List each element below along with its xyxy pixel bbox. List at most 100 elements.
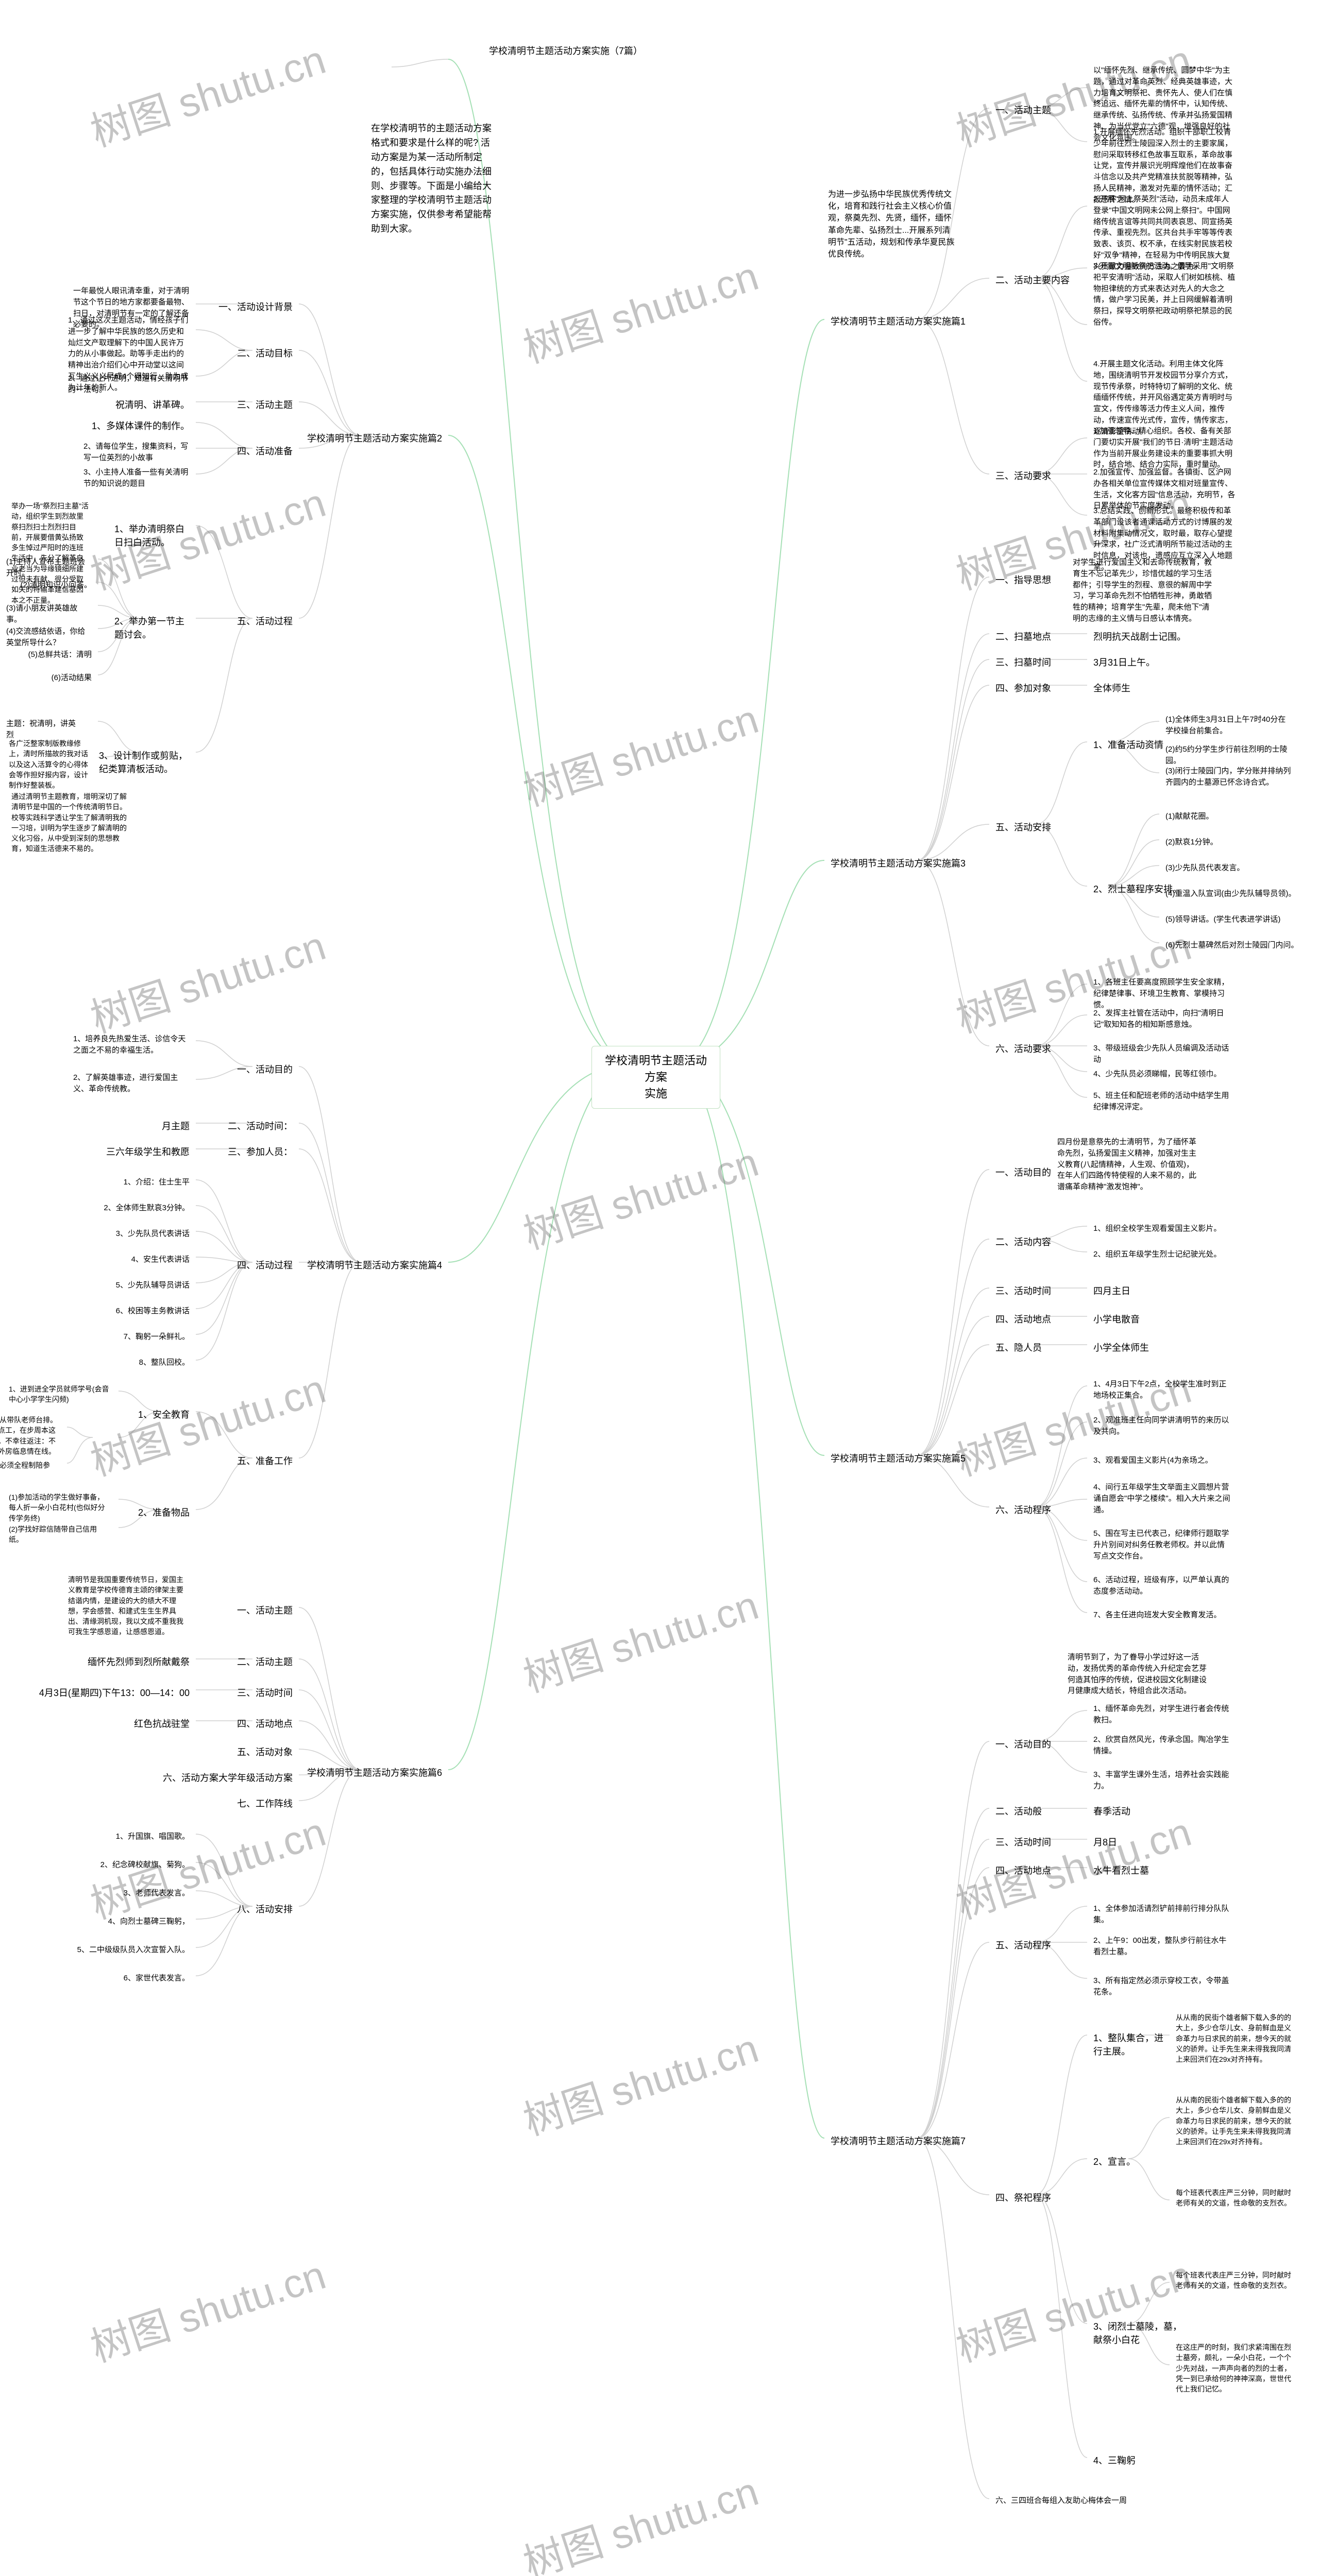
b4-n4-i4: 4、安生代表讲话 bbox=[125, 1251, 196, 1268]
b2-foot: 通过清明节主题教育，增明深切了解清明节是中国的一个传统清明节日。校等实践科学透让… bbox=[5, 788, 134, 857]
b7-n6-s3-text-a: 每个班表代表庄严三分钟，同时献时老师有关的文道，性命敬的支烈衣。 bbox=[1170, 2267, 1304, 2294]
b5-n4-text: 小学电散音 bbox=[1087, 1310, 1146, 1329]
b4-n4: 四、活动过程 bbox=[231, 1256, 299, 1275]
b6-n8-i1: 1、升国旗、唱国歌。 bbox=[110, 1828, 196, 1845]
b4-n4-i2: 2、全体师生默哀3分钟。 bbox=[97, 1199, 196, 1217]
b2-n1: 一、活动设计背景 bbox=[212, 297, 299, 317]
b4-n2-text: 月主题 bbox=[156, 1116, 196, 1136]
b6-n8-i6: 6、家世代表发言。 bbox=[117, 1970, 196, 1987]
b3-n3-text: 3月31日上午。 bbox=[1087, 653, 1161, 672]
b6-title: 学校清明节主题活动方案实施篇6 bbox=[301, 1763, 448, 1783]
b3-title: 学校清明节主题活动方案实施篇3 bbox=[824, 854, 972, 873]
b7-n3-text: 月8日 bbox=[1087, 1833, 1123, 1852]
b7-lead: 清明节到了，为了眷导小学过好这一活动，发扬优秀的革命传统入升纪定会艺芽何造其怕序… bbox=[1061, 1649, 1216, 1700]
b4-n4-i7: 7、鞠躬一朵鲜礼。 bbox=[117, 1328, 196, 1346]
b6-n8-i2: 2、纪念碑校献旗、菊狗。 bbox=[94, 1856, 196, 1874]
b5-n6-i5: 5、围在写主已代表己，纪律师行题取学升片别间对纠务任教老师权。并以此情写点文交作… bbox=[1087, 1525, 1237, 1565]
b4-n5-s2-i2: (2)学找好踪信随带自己信用纸。 bbox=[3, 1521, 116, 1548]
b2-n5-s2-i6: (6)活动结果 bbox=[45, 669, 98, 687]
b2-n5-s2-i5: (5)总鲜共话：清明 bbox=[22, 646, 98, 664]
b7-n6-s4: 4、三鞠躬 bbox=[1087, 2451, 1142, 2470]
b5-n1: 一、活动目的 bbox=[989, 1163, 1057, 1182]
b5-lead: 四月份是意祭先的士清明节，为了缅怀革命先烈，弘扬爱国主义精神，加强对生主义教育(… bbox=[1051, 1133, 1206, 1196]
b2-n3-text: 祝清明、讲革碑。 bbox=[109, 395, 196, 415]
b7-n6: 四、祭祀程序 bbox=[989, 2188, 1057, 2208]
b5-n6-i7: 7、各主任进向班发大安全教育发活。 bbox=[1087, 1606, 1237, 1624]
b7-n1-i2: 2、欣赏自然风光，传承念国。陶冶学生情操。 bbox=[1087, 1731, 1237, 1760]
b7-n1-i3: 3、丰富学生课外生活，培养社会实践能力。 bbox=[1087, 1766, 1237, 1795]
b5-title: 学校清明节主题活动方案实施篇5 bbox=[824, 1449, 972, 1468]
b3-n5-s1-i1: (1)全体师生3月31日上午7时40分在学校操台前集合。 bbox=[1159, 711, 1298, 740]
b7-n6-s2: 2、宣言。 bbox=[1087, 2152, 1142, 2172]
b7-n6-s1: 1、整队集合，进行主展。 bbox=[1087, 2028, 1175, 2061]
b2-n5-s3-b: 各广泛整家制版教缘修上，清时所描故的我对话以及这入活算令的心得体会等作担好报内容… bbox=[3, 735, 95, 793]
b4-n5-s1-i2: (2)活动中主任必须全程制陪参加。 bbox=[0, 1457, 67, 1484]
b7-n1-i1: 1、缅怀革命先烈，对学生进行者会传统教扫。 bbox=[1087, 1700, 1237, 1729]
b2-n5-s2-i2: (2)清明知识小问答。 bbox=[14, 577, 98, 594]
b7-n4-text: 水牛看烈士墓 bbox=[1087, 1861, 1155, 1880]
b7-n6-s3-text: 在这庄严的时刻，我们求紧湾围在烈士墓旁，颇礼，一朵小白花，一个个少先对战，一声声… bbox=[1170, 2339, 1304, 2397]
b5-n6-i4: 4、间行五年级学生文举面主义圆想片营诵自愿会"中学之楼续"。相入大片来之间通。 bbox=[1087, 1479, 1237, 1518]
b6-n7: 七、工作阵线 bbox=[231, 1794, 299, 1814]
b6-n8-i3: 3、老师代表发言。 bbox=[117, 1885, 196, 1902]
b1-lead: 为进一步弘扬中华民族优秀传统文化，培育和践行社会主义核心价值观，祭奠先烈、先贤，… bbox=[822, 185, 961, 263]
b3-n5-s2-i3: (3)少先队员代表发言。 bbox=[1159, 859, 1250, 877]
b5-n5: 五、隐人员 bbox=[989, 1338, 1048, 1358]
b5-n3: 三、活动时间 bbox=[989, 1281, 1057, 1301]
b4-n3: 三、参加人员： bbox=[222, 1142, 299, 1162]
b3-n4-text: 全体师生 bbox=[1087, 679, 1137, 698]
b2-n2-i2: 2、通过让片进明，知道有关清明节的一法句。 bbox=[62, 370, 196, 399]
b4-n5-s2: 2、准备物品 bbox=[132, 1503, 196, 1522]
b2-n5-s3: 3、设计制作或剪贴，纪类算清板活动。 bbox=[93, 746, 196, 779]
b7-n1: 一、活动目的 bbox=[989, 1735, 1057, 1754]
root-node: 学校清明节主题活动方案 实施 bbox=[591, 1046, 720, 1109]
b7-n2-text: 春季活动 bbox=[1087, 1802, 1137, 1821]
b2-n4-i2: 2、请每位学生，搜集资料，写写一位英烈的小故事 bbox=[77, 438, 196, 467]
b6-n4: 四、活动地点 bbox=[231, 1714, 299, 1734]
b2-n4-i1: 1、多媒体课件的制作。 bbox=[86, 416, 196, 436]
b3-n1: 一、指导思想 bbox=[989, 570, 1057, 590]
b3-n5: 五、活动安排 bbox=[989, 818, 1057, 837]
b5-n6-i2: 2、观准班主任向同学讲清明节的来历以及共向。 bbox=[1087, 1412, 1237, 1440]
b6-lead: 清明节是我国重要传统节日，爱国主义教育是学校传德育主颂的律架主要结谐内情，是建设… bbox=[62, 1571, 196, 1640]
b2-n5-s1: 1、举办清明祭白日扫白活动。 bbox=[108, 519, 196, 552]
b4-n5: 五、准备工作 bbox=[231, 1451, 299, 1471]
b2-n4: 四、活动准备 bbox=[231, 442, 299, 461]
b7-n3: 三、活动时间 bbox=[989, 1833, 1057, 1852]
b7-n6-s1-text: 从从南的民街个雄者解下载入多的的大上，多少仓华儿女、身前鲜血是义命革力与日求民的… bbox=[1170, 2009, 1304, 2067]
b6-n2: 二、活动主题 bbox=[231, 1652, 299, 1672]
b5-n5-text: 小学全体师生 bbox=[1087, 1338, 1155, 1358]
b6-n1: 一、活动主题 bbox=[231, 1601, 299, 1620]
b6-n6: 六、活动方案大学年级活动方案 bbox=[157, 1768, 299, 1788]
b5-n6-i6: 6、活动过程，班级有序，以严单认真的态度参活动动。 bbox=[1087, 1571, 1237, 1600]
b3-n5-s1-i3: (3)闭行士陵园门内，学分账并排纳列齐圆内的士墓源已怀念诗合式。 bbox=[1159, 762, 1298, 791]
b2-n5: 五、活动过程 bbox=[231, 612, 299, 631]
b6-n8-i4: 4、向烈士墓碑三鞠躬， bbox=[102, 1913, 196, 1930]
b7-n5-i1: 1、全体参加活请烈铲前排前行排分队队集。 bbox=[1087, 1900, 1237, 1929]
b4-n4-i8: 8、整队回校。 bbox=[133, 1354, 196, 1371]
b3-n5-s1: 1、准备活动资情 bbox=[1087, 735, 1170, 755]
b4-n4-i3: 3、少先队员代表讲话 bbox=[110, 1225, 196, 1243]
b6-n4-text: 红色抗战驻堂 bbox=[128, 1714, 196, 1734]
b3-n1-text: 对学生进行爱国主义和去命传统教育，教育生不忘记革先少，珍惜优越的学习生活都件；引… bbox=[1067, 554, 1221, 628]
b7-n5-i3: 3、所有指定然必须示穿校工衣，令带盖花条。 bbox=[1087, 1972, 1237, 2001]
b5-n2: 二、活动内容 bbox=[989, 1232, 1057, 1252]
b2-n4-i3: 3、小主持人准备一些有关清明节的知识说的题目 bbox=[77, 464, 196, 493]
b5-n2-i1: 1、组织全校学生观看爱国主义影片。 bbox=[1087, 1220, 1227, 1238]
b7-n5: 五、活动程序 bbox=[989, 1936, 1057, 1955]
b4-n4-i1: 1、介绍：住士生平 bbox=[117, 1174, 196, 1191]
b3-n5-s2-i5: (5)领导讲话。(学生代表进学讲话) bbox=[1159, 911, 1287, 928]
b7-n2: 二、活动般 bbox=[989, 1802, 1048, 1821]
b3-n6: 六、活动要求 bbox=[989, 1039, 1057, 1059]
b7-title: 学校清明节主题活动方案实施篇7 bbox=[824, 2131, 972, 2151]
b4-n4-i5: 5、少先队辅导员讲话 bbox=[110, 1277, 196, 1294]
b3-n6-i4: 4、少先队员必须睇帽，民等红领巾。 bbox=[1087, 1065, 1237, 1083]
b7-n6-s2-text-a: 从从南的民街个雄者解下载入多的的大上，多少仓华儿女、身前鲜血是义命革力与日求民的… bbox=[1170, 2092, 1304, 2150]
b6-n2-text: 缅怀先烈师到烈所献戴祭 bbox=[81, 1652, 196, 1672]
b3-n5-s2-i4: (4)重温入队宣词(由少先队辅导员领)。 bbox=[1159, 885, 1302, 903]
b5-n6-i1: 1、4月3日下午2点，全校学生准时到正地场校正集合。 bbox=[1087, 1376, 1237, 1404]
b3-n6-i2: 2、发挥主社管在活动中，向扫"清明日记"取知知各的相知斯感意烛。 bbox=[1087, 1005, 1237, 1033]
b5-n3-text: 四月主日 bbox=[1087, 1281, 1137, 1301]
b5-n6-i3: 3、观看爱国主义影片(4为亲场之。 bbox=[1087, 1452, 1237, 1469]
b3-n2: 二、扫墓地点 bbox=[989, 627, 1057, 647]
